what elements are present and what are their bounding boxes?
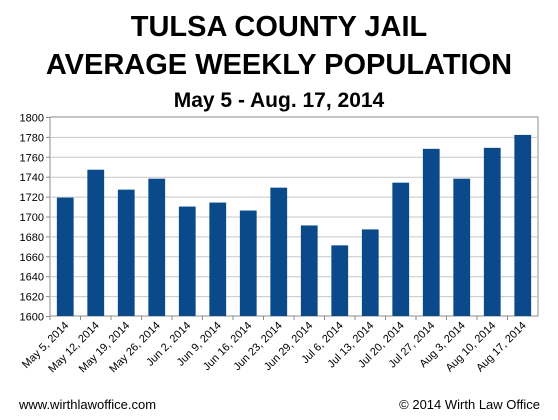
bar [331, 245, 349, 316]
bar [270, 187, 288, 316]
y-tick-label: 1600 [20, 312, 44, 324]
y-tick-label: 1720 [20, 192, 44, 204]
bar [514, 134, 532, 316]
y-tick-label: 1620 [20, 292, 44, 304]
bar [453, 178, 471, 316]
bar [87, 169, 105, 316]
website-url: www.wirthlawoffice.com [19, 397, 157, 412]
bar [56, 197, 74, 316]
y-tick-label: 1740 [20, 172, 44, 184]
bar [392, 182, 410, 316]
bar [209, 202, 227, 316]
bar [117, 189, 135, 316]
y-tick-label: 1640 [20, 272, 44, 284]
bar [178, 206, 196, 316]
y-tick-label: 1780 [20, 132, 44, 144]
bar [483, 147, 501, 316]
bar [422, 148, 440, 316]
copyright-notice: © 2014 Wirth Law Office [399, 397, 540, 412]
bar [361, 229, 379, 316]
y-tick-label: 1680 [20, 232, 44, 244]
bar [148, 178, 166, 316]
chart-subtitle: May 5 - Aug. 17, 2014 [173, 89, 385, 112]
chart-title-line-2: AVERAGE WEEKLY POPULATION [45, 49, 513, 81]
bar [239, 210, 257, 316]
y-tick-label: 1700 [20, 212, 44, 224]
y-tick-label: 1660 [20, 252, 44, 264]
bar [300, 225, 318, 316]
y-tick-label: 1760 [20, 152, 44, 164]
chart-title-line-1: TULSA COUNTY JAIL [130, 11, 428, 43]
y-tick-label: 1800 [20, 113, 44, 125]
